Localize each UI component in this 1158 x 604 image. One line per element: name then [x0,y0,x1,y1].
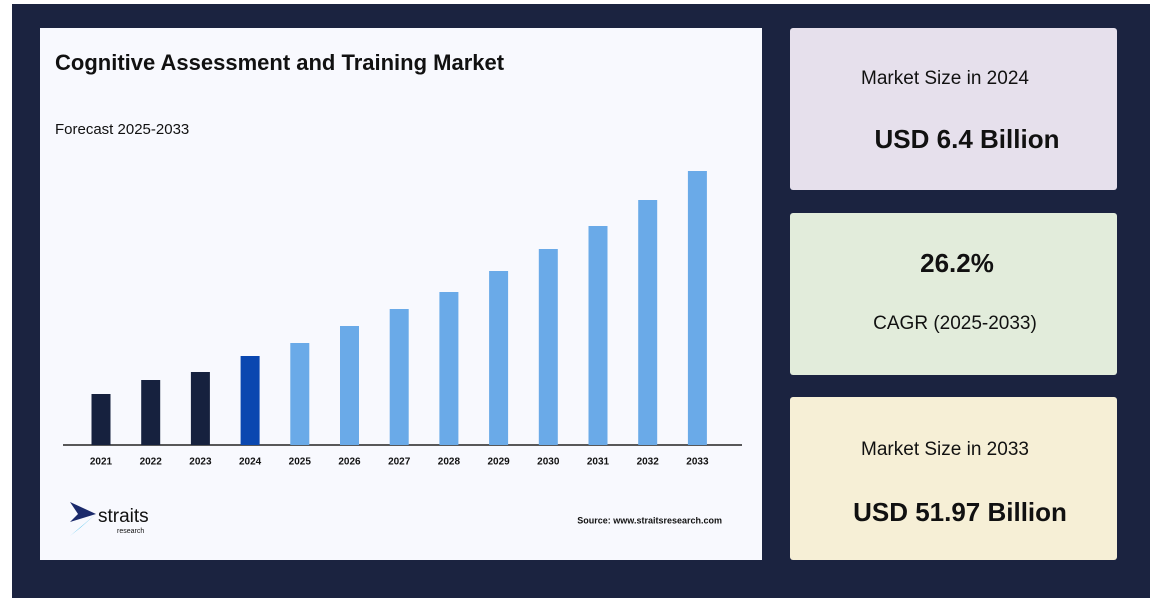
stat-card [790,213,1117,375]
x-tick-label: 2023 [189,457,212,468]
bar [687,171,707,445]
card-label: Market Size in 2033 [861,439,1029,460]
x-tick-label: 2026 [338,457,361,468]
bar [389,309,409,445]
card-value: USD 6.4 Billion [875,124,1060,154]
card-value: 26.2% [920,248,994,278]
x-tick-label: 2032 [637,457,660,468]
bar [439,292,459,445]
x-tick-label: 2033 [686,457,709,468]
chart-title: Cognitive Assessment and Training Market [55,50,505,75]
x-tick-label: 2022 [140,457,163,468]
x-tick-label: 2028 [438,457,461,468]
bar [538,249,558,445]
logo-tagline: research [117,528,144,535]
chart-subtitle: Forecast 2025-2033 [55,121,189,138]
source: Source: www.straitsresearch.com [577,515,722,525]
x-tick-label: 2021 [90,457,113,468]
x-tick-label: 2029 [487,457,510,468]
logo-icon-bottom [70,514,96,536]
logo: straits research [70,502,149,536]
bar [290,343,310,445]
card-label: CAGR (2025-2033) [873,313,1037,334]
x-tick-label: 2025 [289,457,312,468]
bar [588,226,608,445]
bar [489,271,509,445]
bar [240,356,260,445]
stat-card [790,28,1117,190]
stat-card [790,397,1117,560]
x-tick-label: 2027 [388,457,411,468]
bar [340,326,359,445]
card-label: Market Size in 2024 [861,68,1029,89]
bar [141,380,161,445]
bar [190,372,210,445]
card-value: USD 51.97 Billion [853,497,1067,527]
x-tick-label: 2031 [587,457,610,468]
bar [91,394,111,445]
x-tick-label: 2024 [239,457,262,468]
x-tick-label: 2030 [537,457,560,468]
logo-icon-top [70,502,96,522]
bar [638,200,658,445]
logo-name: straits [98,506,149,527]
